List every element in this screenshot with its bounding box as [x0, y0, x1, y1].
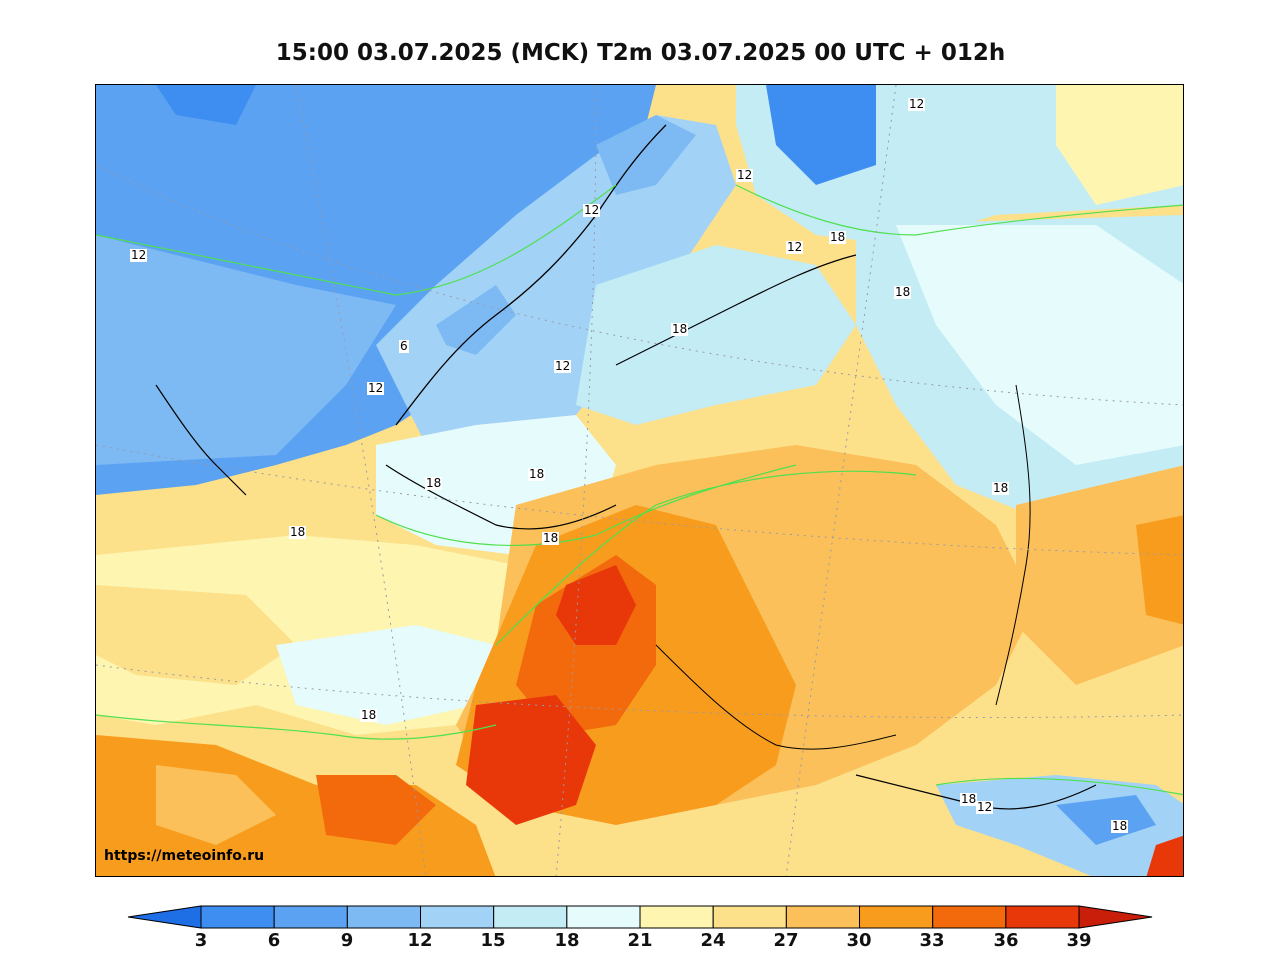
- colorbar-tick: 9: [340, 930, 354, 951]
- colorbar-tick: 6: [267, 930, 281, 951]
- colorbar-min-arrow: [127, 905, 202, 929]
- contour-label: 12: [908, 97, 926, 111]
- contour-label: 12: [976, 800, 994, 814]
- contour-label: 18: [671, 322, 689, 336]
- colorbar-segment: [1005, 905, 1080, 929]
- contour-label: 18: [289, 525, 307, 539]
- map-canvas: [96, 85, 1183, 876]
- colorbar-segment: [785, 905, 861, 929]
- colorbar-segment: [273, 905, 348, 929]
- colorbar-tick: 12: [407, 930, 433, 951]
- contour-label: 18: [1111, 819, 1129, 833]
- colorbar-tick: 21: [627, 930, 653, 951]
- colorbar-tick: 36: [993, 930, 1019, 951]
- contour-label: 12: [367, 381, 385, 395]
- contour-label: 18: [960, 792, 978, 806]
- colorbar-tick: 39: [1066, 930, 1092, 951]
- colorbar-tick: 30: [846, 930, 872, 951]
- contour-label: 6: [399, 339, 409, 353]
- colorbar-tick: 18: [554, 930, 580, 951]
- contour-label: 12: [786, 240, 804, 254]
- source-watermark: https://meteoinfo.ru: [104, 848, 265, 864]
- colorbar-tick: 15: [480, 930, 506, 951]
- colorbar-segment: [639, 905, 714, 929]
- colorbar-tick: 33: [919, 930, 945, 951]
- contour-label: 18: [360, 708, 378, 722]
- colorbar-segment: [932, 905, 1007, 929]
- temperature-colorbar: [127, 905, 1153, 929]
- colorbar-tick: 24: [700, 930, 726, 951]
- colorbar-segment: [712, 905, 787, 929]
- colorbar-segment: [566, 905, 641, 929]
- contour-label: 18: [425, 476, 443, 490]
- contour-label: 18: [829, 230, 847, 244]
- colorbar-segment: [859, 905, 934, 929]
- contour-label: 12: [583, 203, 601, 217]
- map-title: 15:00 03.07.2025 (MCK) T2m 03.07.2025 00…: [275, 40, 1006, 66]
- colorbar-segment: [346, 905, 422, 929]
- colorbar-segment: [200, 905, 275, 929]
- contour-label: 18: [894, 285, 912, 299]
- contour-label: 18: [542, 531, 560, 545]
- colorbar-max-arrow: [1078, 905, 1153, 929]
- contour-label: 18: [528, 467, 546, 481]
- colorbar-tick: 27: [773, 930, 799, 951]
- contour-label: 12: [736, 168, 754, 182]
- contour-label: 12: [554, 359, 572, 373]
- contour-label: 18: [992, 481, 1010, 495]
- colorbar-ticks: 3 6 9 12 15 18 21 24 27 30 33 36 39: [0, 930, 1281, 954]
- colorbar-segment: [420, 905, 495, 929]
- contour-label: 12: [130, 248, 148, 262]
- temperature-map: 12 12 12 12 12 12 12 12 6 18 18 18 18 18…: [95, 84, 1184, 877]
- colorbar-segment: [493, 905, 568, 929]
- colorbar-tick: 3: [194, 930, 208, 951]
